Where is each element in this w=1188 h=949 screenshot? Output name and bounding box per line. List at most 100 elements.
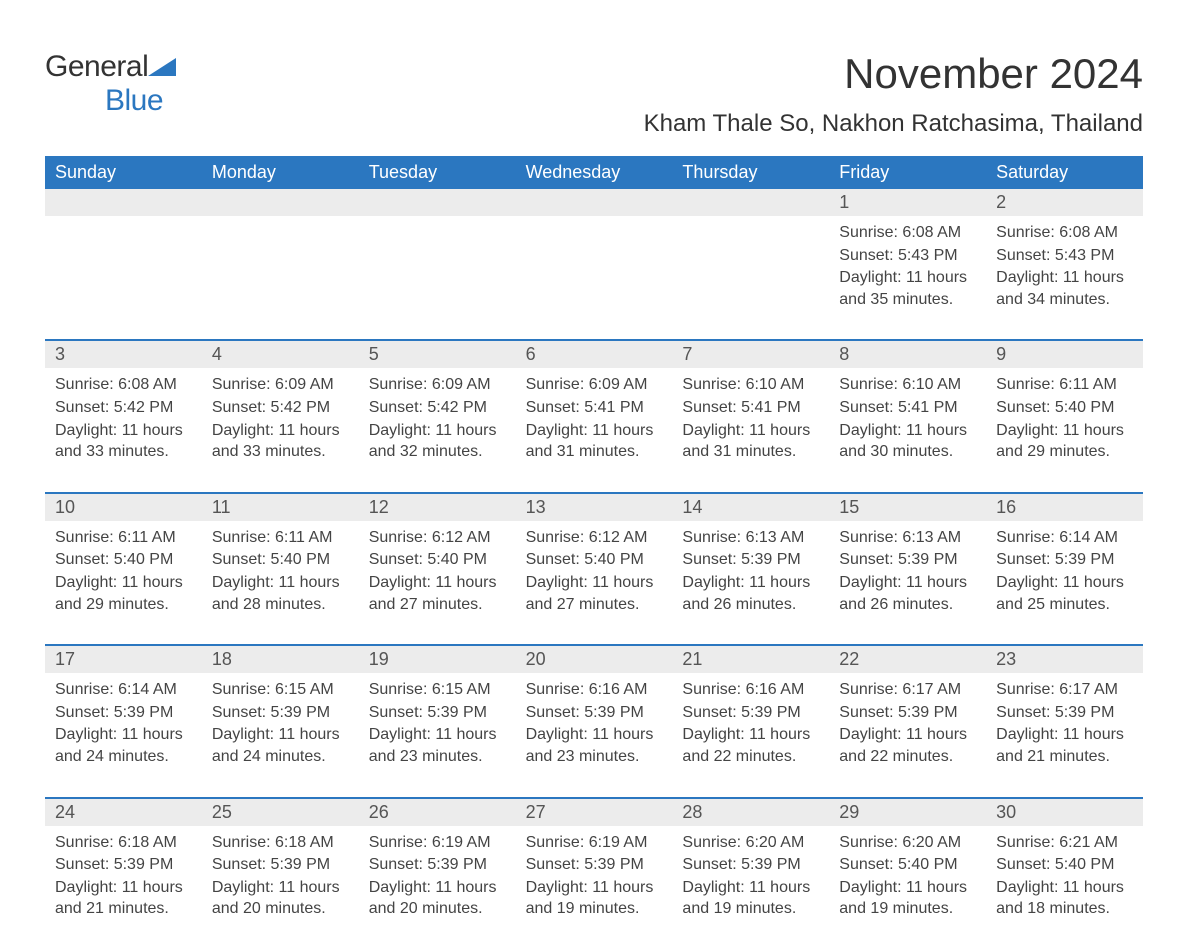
sunset-text: Sunset: 5:40 PM <box>839 854 976 876</box>
sunset-text: Sunset: 5:40 PM <box>212 549 349 571</box>
sunrise-text: Sunrise: 6:11 AM <box>212 527 349 549</box>
day-cell: Sunrise: 6:18 AMSunset: 5:39 PMDaylight:… <box>202 826 359 949</box>
sunrise-text: Sunrise: 6:09 AM <box>212 374 349 396</box>
week-body-row: Sunrise: 6:14 AMSunset: 5:39 PMDaylight:… <box>45 673 1143 796</box>
sunset-text: Sunset: 5:41 PM <box>526 397 663 419</box>
sunrise-text: Sunrise: 6:19 AM <box>526 832 663 854</box>
day-number: 14 <box>672 494 829 521</box>
sunrise-text: Sunrise: 6:11 AM <box>55 527 192 549</box>
sunrise-text: Sunrise: 6:14 AM <box>55 679 192 701</box>
day-number: 10 <box>45 494 202 521</box>
brand-logo: General Blue <box>45 50 176 118</box>
day-cell: Sunrise: 6:16 AMSunset: 5:39 PMDaylight:… <box>672 673 829 796</box>
day-cell: Sunrise: 6:10 AMSunset: 5:41 PMDaylight:… <box>829 368 986 491</box>
daylight-text: Daylight: 11 hours and 30 minutes. <box>839 420 976 463</box>
sunrise-text: Sunrise: 6:15 AM <box>212 679 349 701</box>
month-year: November 2024 <box>644 50 1143 98</box>
sunset-text: Sunset: 5:42 PM <box>212 397 349 419</box>
daylight-text: Daylight: 11 hours and 22 minutes. <box>682 724 819 767</box>
header: General Blue November 2024 Kham Thale So… <box>45 50 1143 148</box>
daylight-text: Daylight: 11 hours and 25 minutes. <box>996 572 1133 615</box>
day-cell: Sunrise: 6:12 AMSunset: 5:40 PMDaylight:… <box>359 521 516 644</box>
daylight-text: Daylight: 11 hours and 23 minutes. <box>369 724 506 767</box>
day-number: 16 <box>986 494 1143 521</box>
day-cell: Sunrise: 6:19 AMSunset: 5:39 PMDaylight:… <box>359 826 516 949</box>
day-number: 26 <box>359 799 516 826</box>
sunrise-text: Sunrise: 6:08 AM <box>996 222 1133 244</box>
calendar: SundayMondayTuesdayWednesdayThursdayFrid… <box>45 156 1143 949</box>
daylight-text: Daylight: 11 hours and 31 minutes. <box>526 420 663 463</box>
sunset-text: Sunset: 5:39 PM <box>212 854 349 876</box>
day-number: 8 <box>829 341 986 368</box>
daylight-text: Daylight: 11 hours and 34 minutes. <box>996 267 1133 310</box>
day-cell: Sunrise: 6:14 AMSunset: 5:39 PMDaylight:… <box>986 521 1143 644</box>
sunrise-text: Sunrise: 6:09 AM <box>369 374 506 396</box>
sunrise-text: Sunrise: 6:11 AM <box>996 374 1133 396</box>
daylight-text: Daylight: 11 hours and 35 minutes. <box>839 267 976 310</box>
sunrise-text: Sunrise: 6:20 AM <box>682 832 819 854</box>
day-cell <box>45 216 202 339</box>
sunset-text: Sunset: 5:42 PM <box>55 397 192 419</box>
day-number: 7 <box>672 341 829 368</box>
sunrise-text: Sunrise: 6:12 AM <box>526 527 663 549</box>
sunset-text: Sunset: 5:40 PM <box>996 397 1133 419</box>
sunset-text: Sunset: 5:39 PM <box>369 854 506 876</box>
sunset-text: Sunset: 5:41 PM <box>839 397 976 419</box>
day-cell: Sunrise: 6:16 AMSunset: 5:39 PMDaylight:… <box>516 673 673 796</box>
sunset-text: Sunset: 5:43 PM <box>839 245 976 267</box>
day-number <box>672 189 829 216</box>
sunset-text: Sunset: 5:39 PM <box>212 702 349 724</box>
daynum-row: 24252627282930 <box>45 797 1143 826</box>
daylight-text: Daylight: 11 hours and 19 minutes. <box>839 877 976 920</box>
weeks-container: 12Sunrise: 6:08 AMSunset: 5:43 PMDayligh… <box>45 189 1143 949</box>
day-cell: Sunrise: 6:12 AMSunset: 5:40 PMDaylight:… <box>516 521 673 644</box>
day-cell: Sunrise: 6:11 AMSunset: 5:40 PMDaylight:… <box>202 521 359 644</box>
daylight-text: Daylight: 11 hours and 23 minutes. <box>526 724 663 767</box>
day-cell: Sunrise: 6:14 AMSunset: 5:39 PMDaylight:… <box>45 673 202 796</box>
sunrise-text: Sunrise: 6:12 AM <box>369 527 506 549</box>
week-body-row: Sunrise: 6:08 AMSunset: 5:43 PMDaylight:… <box>45 216 1143 339</box>
weekday-monday: Monday <box>202 156 359 189</box>
daylight-text: Daylight: 11 hours and 21 minutes. <box>996 724 1133 767</box>
sunrise-text: Sunrise: 6:21 AM <box>996 832 1133 854</box>
brand-general: General <box>45 50 148 83</box>
sunrise-text: Sunrise: 6:20 AM <box>839 832 976 854</box>
day-cell: Sunrise: 6:19 AMSunset: 5:39 PMDaylight:… <box>516 826 673 949</box>
daylight-text: Daylight: 11 hours and 20 minutes. <box>212 877 349 920</box>
daylight-text: Daylight: 11 hours and 33 minutes. <box>55 420 192 463</box>
sunrise-text: Sunrise: 6:18 AM <box>55 832 192 854</box>
day-cell: Sunrise: 6:11 AMSunset: 5:40 PMDaylight:… <box>45 521 202 644</box>
day-number: 12 <box>359 494 516 521</box>
day-number: 20 <box>516 646 673 673</box>
sunset-text: Sunset: 5:39 PM <box>996 702 1133 724</box>
brand-text: General Blue <box>45 50 176 118</box>
day-cell: Sunrise: 6:13 AMSunset: 5:39 PMDaylight:… <box>672 521 829 644</box>
sunrise-text: Sunrise: 6:09 AM <box>526 374 663 396</box>
sunset-text: Sunset: 5:39 PM <box>682 549 819 571</box>
day-cell: Sunrise: 6:18 AMSunset: 5:39 PMDaylight:… <box>45 826 202 949</box>
day-number: 28 <box>672 799 829 826</box>
sunrise-text: Sunrise: 6:19 AM <box>369 832 506 854</box>
sunrise-text: Sunrise: 6:16 AM <box>682 679 819 701</box>
brand-triangle-icon <box>148 50 176 84</box>
week-body-row: Sunrise: 6:18 AMSunset: 5:39 PMDaylight:… <box>45 826 1143 949</box>
sunset-text: Sunset: 5:41 PM <box>682 397 819 419</box>
day-number: 5 <box>359 341 516 368</box>
daynum-row: 10111213141516 <box>45 492 1143 521</box>
daylight-text: Daylight: 11 hours and 28 minutes. <box>212 572 349 615</box>
sunset-text: Sunset: 5:40 PM <box>526 549 663 571</box>
weekday-tuesday: Tuesday <box>359 156 516 189</box>
day-number <box>359 189 516 216</box>
daynum-row: 17181920212223 <box>45 644 1143 673</box>
day-cell <box>359 216 516 339</box>
weekday-wednesday: Wednesday <box>516 156 673 189</box>
sunset-text: Sunset: 5:39 PM <box>996 549 1133 571</box>
day-cell: Sunrise: 6:08 AMSunset: 5:43 PMDaylight:… <box>986 216 1143 339</box>
weekday-sunday: Sunday <box>45 156 202 189</box>
day-cell: Sunrise: 6:09 AMSunset: 5:41 PMDaylight:… <box>516 368 673 491</box>
day-cell: Sunrise: 6:17 AMSunset: 5:39 PMDaylight:… <box>986 673 1143 796</box>
sunset-text: Sunset: 5:42 PM <box>369 397 506 419</box>
daylight-text: Daylight: 11 hours and 32 minutes. <box>369 420 506 463</box>
day-cell: Sunrise: 6:20 AMSunset: 5:39 PMDaylight:… <box>672 826 829 949</box>
day-number: 9 <box>986 341 1143 368</box>
